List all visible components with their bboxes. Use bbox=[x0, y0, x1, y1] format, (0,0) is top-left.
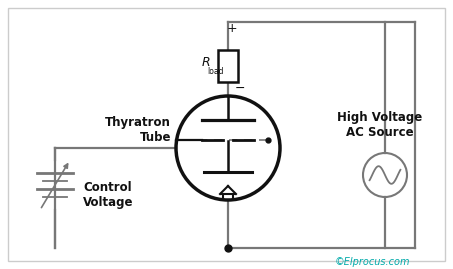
Text: ©Elprocus.com: ©Elprocus.com bbox=[334, 257, 410, 267]
Text: −: − bbox=[235, 82, 245, 94]
Text: High Voltage
AC Source: High Voltage AC Source bbox=[337, 111, 423, 139]
Text: load: load bbox=[208, 66, 224, 76]
Text: Thyratron
Tube: Thyratron Tube bbox=[105, 116, 171, 144]
Text: Control
Voltage: Control Voltage bbox=[83, 181, 134, 209]
Text: +: + bbox=[226, 22, 237, 34]
Text: R: R bbox=[202, 56, 210, 69]
Bar bbox=[218, 50, 238, 82]
